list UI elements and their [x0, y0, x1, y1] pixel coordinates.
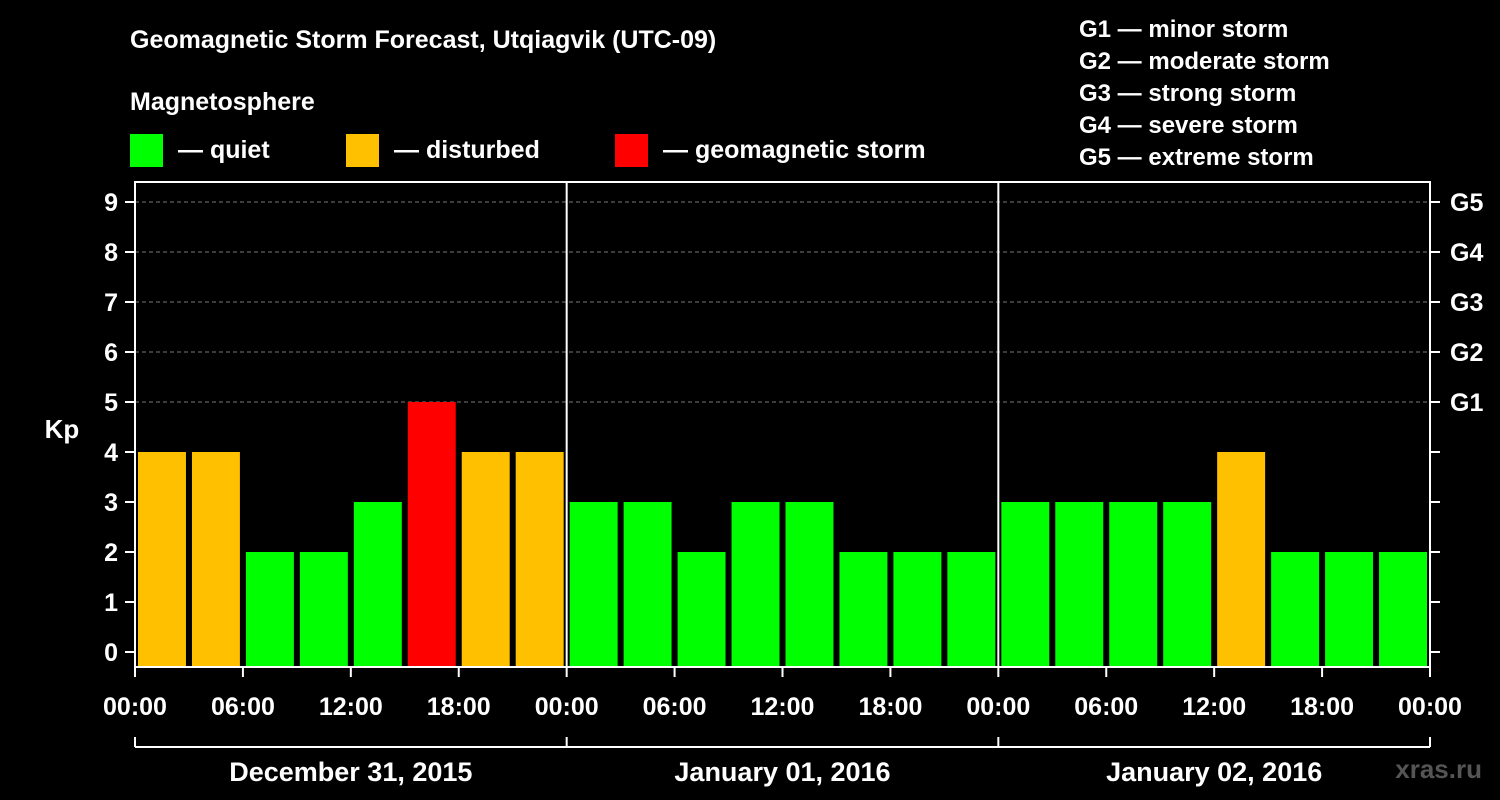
x-tick-label-3: 18:00	[427, 693, 491, 721]
bar-5	[407, 402, 456, 667]
bar-21	[1271, 552, 1320, 667]
storm-legend-g1: G1 — minor storm	[1079, 16, 1288, 43]
watermark: xras.ru	[1395, 754, 1482, 784]
bar-13	[839, 552, 888, 667]
x-tick-label-8: 00:00	[966, 693, 1030, 721]
g-scale-label-g3: G3	[1450, 289, 1483, 317]
bar-20	[1217, 452, 1266, 667]
gridlines	[135, 201, 1430, 403]
legend-label-quiet: — quiet	[178, 136, 270, 164]
legend-label-disturbed: — disturbed	[394, 136, 540, 164]
storm-legend-g2: G2 — moderate storm	[1079, 48, 1330, 75]
storm-scale-legend: G1 — minor storm G2 — moderate storm G3 …	[1079, 16, 1330, 171]
g-scale-label-g2: G2	[1450, 339, 1483, 367]
bar-2	[245, 552, 294, 667]
x-tick-label-10: 12:00	[1182, 693, 1246, 721]
y-tick-label-2: 2	[104, 539, 118, 567]
bar-6	[461, 452, 510, 667]
g-scale-label-g4: G4	[1450, 239, 1483, 267]
x-tick-label-9: 06:00	[1074, 693, 1138, 721]
legend-swatch-disturbed	[346, 134, 379, 167]
y-tick-label-7: 7	[104, 289, 118, 317]
bar-14	[893, 552, 942, 667]
x-tick-label-1: 06:00	[211, 693, 275, 721]
tick-labels: 0 1 2 3 4 5 6 7 8 9 G1 G2 G3 G4 G5 00:00 06:00 12:00 18:00…	[103, 189, 1483, 787]
g-scale-label-g5: G5	[1450, 189, 1483, 217]
y-tick-label-1: 1	[104, 589, 118, 617]
bar-12	[785, 502, 834, 667]
x-tick-label-5: 06:00	[643, 693, 707, 721]
chart-title: Geomagnetic Storm Forecast, Utqiagvik (U…	[130, 26, 716, 54]
bar-22	[1325, 552, 1374, 667]
x-tick-label-12: 00:00	[1398, 693, 1462, 721]
y-tick-label-4: 4	[104, 439, 118, 467]
bar-17	[1055, 502, 1104, 667]
bars	[138, 402, 1427, 667]
storm-legend-g5: G5 — extreme storm	[1079, 144, 1314, 171]
bar-9	[623, 502, 672, 667]
bar-15	[947, 552, 996, 667]
x-tick-label-6: 12:00	[751, 693, 815, 721]
y-axis-label: Kp	[45, 414, 80, 444]
y-tick-label-3: 3	[104, 489, 118, 517]
x-tick-label-4: 00:00	[535, 693, 599, 721]
x-tick-label-7: 18:00	[858, 693, 922, 721]
bar-11	[731, 502, 780, 667]
bar-18	[1109, 502, 1158, 667]
legend-swatch-storm	[615, 134, 648, 167]
bar-0	[138, 452, 186, 667]
day-label-2: January 02, 2016	[1106, 757, 1322, 787]
y-tick-label-5: 5	[104, 389, 118, 417]
storm-legend-g4: G4 — severe storm	[1079, 112, 1298, 139]
bar-7	[515, 452, 564, 667]
g-scale-label-g1: G1	[1450, 389, 1483, 417]
storm-legend-g3: G3 — strong storm	[1079, 80, 1296, 107]
y-tick-label-9: 9	[104, 189, 118, 217]
magnetosphere-legend-title: Magnetosphere	[130, 88, 315, 116]
legend-label-storm: — geomagnetic storm	[663, 136, 926, 164]
magnetosphere-legend: — quiet — disturbed — geomagnetic storm	[130, 134, 926, 167]
x-tick-label-0: 00:00	[103, 693, 167, 721]
bar-4	[353, 502, 402, 667]
x-tick-label-2: 12:00	[319, 693, 383, 721]
bar-8	[569, 502, 618, 667]
bar-1	[191, 452, 240, 667]
bar-16	[1001, 502, 1050, 667]
day-label-1: January 01, 2016	[674, 757, 890, 787]
bar-3	[299, 552, 348, 667]
x-tick-label-11: 18:00	[1290, 693, 1354, 721]
legend-swatch-quiet	[130, 134, 163, 167]
axes	[125, 181, 1440, 748]
day-label-0: December 31, 2015	[229, 757, 472, 787]
bar-23	[1379, 552, 1427, 667]
y-tick-label-6: 6	[104, 339, 118, 367]
y-tick-label-0: 0	[104, 639, 118, 667]
bar-10	[677, 552, 726, 667]
bar-19	[1163, 502, 1212, 667]
y-tick-label-8: 8	[104, 239, 118, 267]
